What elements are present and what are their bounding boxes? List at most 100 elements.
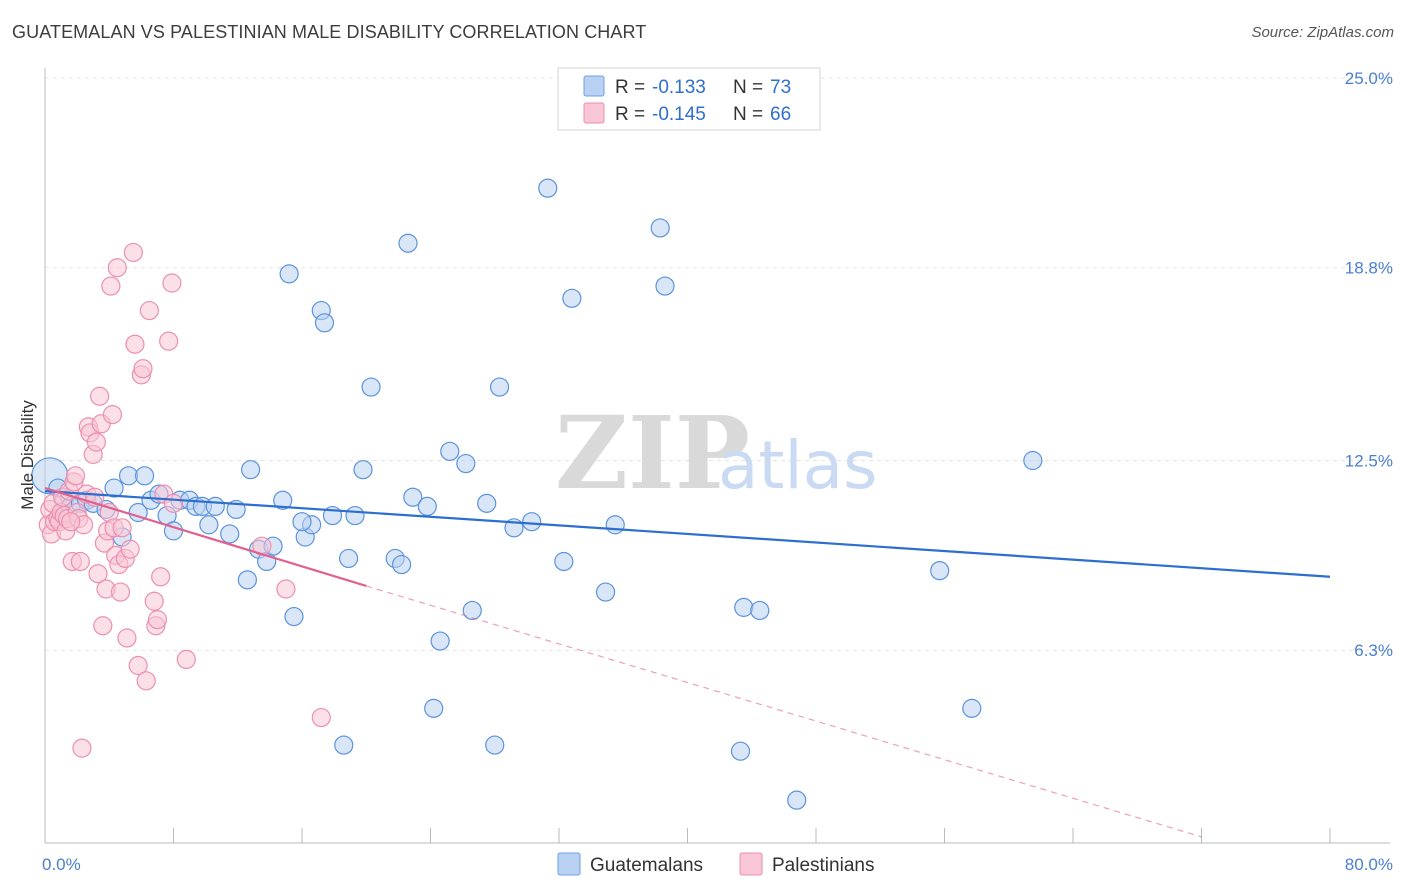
- guatemalan-point-23: [220, 524, 240, 544]
- guatemalan-point-72: [292, 512, 312, 532]
- x-tick-label-0: 0.0%: [42, 855, 81, 874]
- palestinian-point-15: [65, 466, 86, 486]
- legend-box: R = -0.133 N = 73 R = -0.145 N = 66: [557, 67, 821, 131]
- data-points: [31, 178, 1043, 810]
- palestinian-point-34: [101, 276, 121, 296]
- y-axis-label: Male Disability: [18, 400, 37, 510]
- trend-lines: [44, 486, 1331, 838]
- guatemalan-point-51: [456, 453, 476, 474]
- palestinian-point-63: [311, 707, 331, 728]
- guatemalan-point-59: [554, 551, 574, 572]
- palestinian-point-46: [125, 334, 145, 354]
- guatemalan-point-44: [391, 554, 412, 575]
- legend-n-label-guatemalans: N =: [733, 77, 763, 98]
- guatemalan-point-66: [730, 741, 751, 761]
- guatemalan-trend-line: [44, 490, 1331, 578]
- palestinian-point-27: [90, 386, 110, 406]
- palestinian-point-18: [70, 551, 90, 572]
- guatemalan-point-57: [522, 512, 542, 532]
- guatemalan-point-38: [334, 735, 354, 755]
- guatemalan-point-54: [485, 735, 505, 755]
- palestinian-point-43: [117, 628, 137, 648]
- palestinian-point-62: [276, 579, 296, 599]
- guatemalan-point-36: [314, 313, 335, 333]
- palestinian-point-40: [110, 582, 131, 602]
- legend-swatch-palestinians: [583, 102, 605, 124]
- legend-n-label-palestinians: N =: [733, 104, 763, 125]
- guatemalan-point-39: [338, 548, 359, 569]
- palestinian-point-55: [151, 567, 171, 587]
- guatemalan-point-65: [734, 597, 754, 617]
- legend-swatch-guatemalans: [583, 75, 605, 97]
- guatemalan-point-40: [345, 505, 365, 526]
- guatemalan-point-60: [562, 288, 582, 308]
- guatemalan-point-61: [595, 582, 616, 602]
- watermark: ZIP atlas: [555, 394, 878, 512]
- palestinian-point-65: [61, 512, 81, 532]
- y-tick-label-0: 6.3%: [1354, 641, 1393, 660]
- guatemalan-point-53: [477, 493, 497, 513]
- bottom-legend: Guatemalans Palestinians: [557, 852, 874, 876]
- guatemalan-point-68: [930, 561, 950, 581]
- watermark-zip-text: ZIP: [555, 394, 750, 512]
- palestinian-point-58: [162, 273, 182, 293]
- legend-n-value-guatemalans: 73: [770, 77, 791, 98]
- palestinian-point-51: [139, 300, 160, 321]
- guatemalan-point-64: [655, 276, 675, 296]
- palestinian-point-45: [123, 242, 143, 263]
- palestinian-trend-extension: [366, 585, 1202, 838]
- tick-labels: 6.3% 12.5% 18.8% 25.0% 0.0% 80.0%: [42, 69, 1393, 874]
- guatemalan-point-42: [361, 377, 381, 397]
- source-label: Source: ZipAtlas.com: [1251, 24, 1394, 41]
- y-tick-label-2: 18.8%: [1345, 259, 1393, 278]
- palestinian-point-25: [86, 432, 107, 452]
- palestinian-point-26: [88, 564, 108, 584]
- x-tick-label-1: 80.0%: [1345, 855, 1393, 874]
- guatemalan-point-50: [440, 441, 460, 461]
- guatemalan-point-49: [430, 631, 450, 651]
- chart-title: GUATEMALAN VS PALESTINIAN MALE DISABILIT…: [12, 22, 647, 42]
- guatemalan-point-31: [284, 606, 304, 627]
- guatemalan-point-12: [134, 466, 155, 486]
- guatemalan-point-45: [398, 233, 418, 253]
- guatemalan-point-10: [118, 466, 139, 486]
- guatemalan-point-63: [650, 218, 670, 238]
- bottom-legend-label-palestinians: Palestinians: [772, 855, 874, 876]
- guatemalan-point-25: [237, 570, 257, 590]
- guatemalan-point-70: [1023, 450, 1043, 471]
- y-tick-label-1: 12.5%: [1345, 452, 1393, 471]
- grid-lines: [45, 77, 1390, 651]
- palestinian-point-50: [136, 671, 156, 691]
- palestinian-point-35: [102, 405, 123, 425]
- palestinian-point-38: [107, 258, 127, 278]
- guatemalan-point-32: [279, 264, 299, 284]
- guatemalan-point-69: [962, 698, 982, 718]
- guatemalan-point-67: [787, 790, 807, 810]
- guatemalan-point-62: [605, 515, 625, 535]
- bottom-legend-swatch-palestinians: [739, 852, 763, 876]
- guatemalan-point-58: [538, 178, 558, 198]
- guatemalan-point-26: [241, 460, 261, 480]
- palestinian-point-59: [163, 493, 184, 513]
- palestinian-point-47: [128, 655, 148, 676]
- guatemalan-point-8: [104, 478, 124, 498]
- guatemalan-point-21: [199, 515, 219, 535]
- bottom-legend-label-guatemalans: Guatemalans: [590, 855, 703, 876]
- palestinian-point-52: [144, 591, 164, 611]
- guatemalan-point-22: [205, 496, 225, 516]
- guatemalan-point-55: [489, 377, 510, 397]
- guatemalan-point-71: [750, 600, 770, 621]
- legend-r-label-guatemalans: R =: [615, 77, 645, 98]
- axes: [44, 68, 1390, 844]
- palestinian-trend-line: [44, 486, 367, 588]
- palestinian-point-54: [147, 610, 168, 630]
- bottom-legend-swatch-guatemalans: [557, 852, 581, 876]
- palestinian-point-49: [133, 359, 153, 379]
- legend-r-value-palestinians: -0.145: [652, 104, 706, 125]
- palestinian-point-44: [120, 539, 140, 559]
- guatemalan-point-47: [417, 496, 437, 516]
- guatemalan-point-46: [403, 487, 423, 507]
- palestinian-point-60: [176, 649, 196, 670]
- palestinian-point-41: [112, 518, 132, 538]
